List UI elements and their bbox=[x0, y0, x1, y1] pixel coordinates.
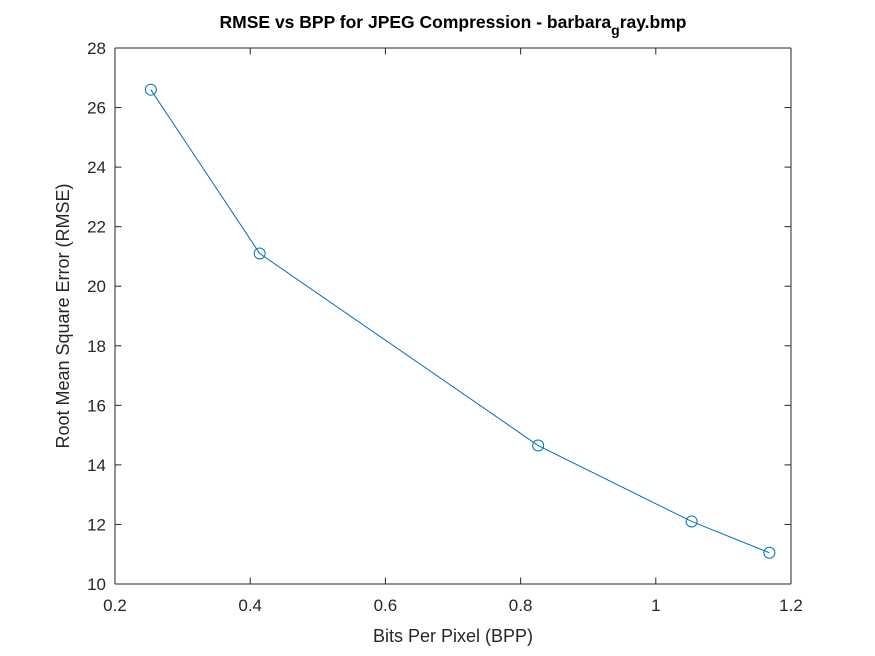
y-tick-label: 10 bbox=[87, 575, 106, 594]
y-tick-label: 22 bbox=[87, 218, 106, 237]
y-tick-label: 14 bbox=[87, 456, 106, 475]
y-tick-label: 18 bbox=[87, 337, 106, 356]
y-tick-label: 12 bbox=[87, 515, 106, 534]
chart-title-subscript: g bbox=[611, 22, 620, 38]
plot-area bbox=[115, 48, 791, 584]
chart-title-suffix: ray.bmp bbox=[620, 12, 687, 32]
data-point-marker bbox=[763, 546, 776, 559]
x-axis-label: Bits Per Pixel (BPP) bbox=[373, 626, 533, 646]
y-axis-label: Root Mean Square Error (RMSE) bbox=[53, 183, 73, 448]
data-point-marker bbox=[685, 515, 698, 528]
x-tick-label: 0.6 bbox=[374, 596, 398, 615]
x-tick-label: 1.2 bbox=[779, 596, 803, 615]
x-tick-label: 0.2 bbox=[103, 596, 127, 615]
y-tick-label: 20 bbox=[87, 277, 106, 296]
chart-title: RMSE vs BPP for JPEG Compression - barba… bbox=[220, 12, 687, 38]
y-tick-label: 24 bbox=[87, 158, 106, 177]
x-tick-label: 0.8 bbox=[509, 596, 533, 615]
y-tick-label: 26 bbox=[87, 99, 106, 118]
y-tick-label: 28 bbox=[87, 39, 106, 58]
data-point-marker bbox=[253, 247, 266, 260]
series-line bbox=[150, 89, 770, 554]
data-layer bbox=[144, 83, 776, 559]
x-tick-label: 0.4 bbox=[238, 596, 262, 615]
data-point-marker bbox=[532, 439, 545, 452]
chart-title-main: RMSE vs BPP for JPEG Compression - barba… bbox=[220, 12, 612, 32]
data-point-marker bbox=[144, 83, 157, 96]
y-tick-label: 16 bbox=[87, 396, 106, 415]
x-tick-label: 1 bbox=[651, 596, 660, 615]
axes-layer: 0.2 0.4 0.6 0.8 1 1.2 10 12 14 16 18 20 22 24 26 28 bbox=[87, 39, 803, 615]
